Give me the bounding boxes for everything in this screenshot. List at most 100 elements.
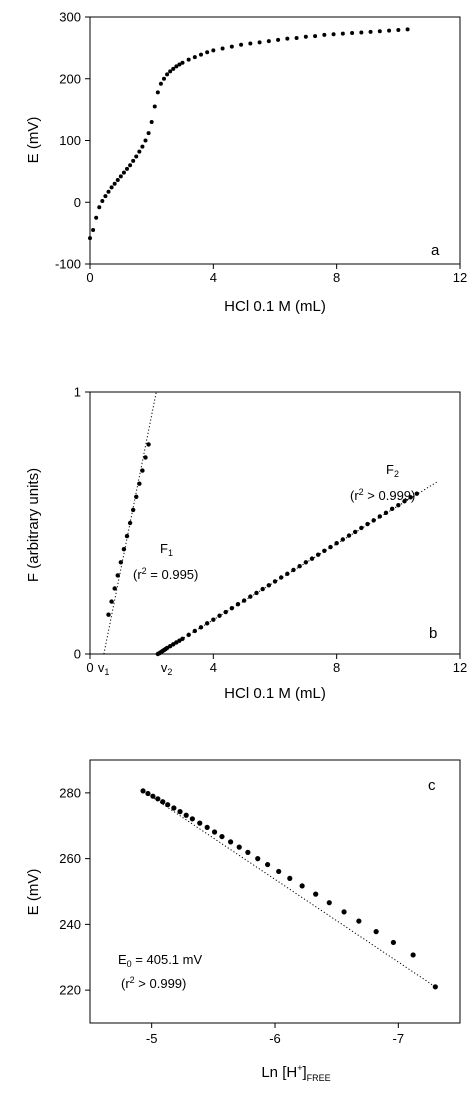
data-point-b-s1-23 <box>254 590 259 596</box>
data-point-c-s0-13 <box>219 833 225 840</box>
data-point-c-s0-0 <box>140 788 146 794</box>
data-point-a-s0-21 <box>152 104 157 109</box>
y-tick-label-a-1: 0 <box>74 195 81 210</box>
points-b <box>106 442 420 657</box>
y-axis-title-c: E (mV) <box>25 869 42 916</box>
data-point-b-s1-35 <box>328 544 333 550</box>
x-axis-title-c-post: ] <box>302 1064 306 1081</box>
annotation-e0-post: = 405.1 mV <box>132 952 203 967</box>
data-point-a-s0-3 <box>97 205 102 210</box>
data-point-c-s0-19 <box>276 868 282 875</box>
annotation-c-r2-post: > 0.999) <box>135 976 187 991</box>
data-point-c-s0-12 <box>211 829 218 835</box>
data-point-a-s0-1 <box>91 228 96 233</box>
data-point-c-s0-17 <box>255 856 261 862</box>
data-point-b-s1-49 <box>414 491 420 496</box>
data-point-a-s0-18 <box>143 138 148 143</box>
data-point-a-s0-14 <box>131 158 136 163</box>
data-point-a-s0-51 <box>359 30 364 35</box>
data-point-c-s0-23 <box>326 900 332 906</box>
y-tick-label-c-1: 240 <box>59 917 81 932</box>
data-point-c-s0-14 <box>228 839 234 845</box>
annotation-f1-r2-post: = 0.995) <box>147 567 199 582</box>
data-point-b-s0-4 <box>118 560 124 565</box>
data-point-b-s0-13 <box>146 442 151 447</box>
data-point-a-s0-56 <box>405 27 410 32</box>
data-point-a-s0-24 <box>162 76 166 81</box>
data-point-a-s0-48 <box>331 32 336 37</box>
data-point-b-s1-20 <box>235 602 241 607</box>
data-point-b-s1-26 <box>272 579 278 584</box>
data-point-b-s1-32 <box>309 556 315 561</box>
data-point-a-s0-46 <box>313 34 318 39</box>
data-point-b-s1-30 <box>297 564 302 569</box>
x-axis-title-c-pre: Ln [H <box>261 1064 297 1081</box>
y-tick-label-c-2: 260 <box>59 851 81 866</box>
data-point-b-s1-37 <box>340 537 346 542</box>
annotation-f2-name-sub: 2 <box>394 469 399 479</box>
data-point-b-s0-5 <box>121 547 127 552</box>
data-point-b-s1-48 <box>408 495 413 500</box>
x-axis-title-c-sup: + <box>297 1063 302 1073</box>
annotation-c-r2-sup: 2 <box>130 975 135 985</box>
annotation-f2-name-main: F <box>386 462 394 477</box>
marker-v2-sub: 2 <box>167 667 172 677</box>
data-point-a-s0-33 <box>199 52 203 57</box>
data-point-b-s1-11 <box>180 636 185 642</box>
y-axis-title-b: F (arbitrary units) <box>25 468 42 582</box>
marker-v1-sub: 1 <box>104 667 109 677</box>
data-point-a-s0-47 <box>322 32 327 37</box>
data-point-c-s0-11 <box>204 824 210 830</box>
x-tick-label-a-0: 0 <box>86 270 93 285</box>
data-point-a-s0-40 <box>257 40 262 45</box>
data-point-a-s0-10 <box>118 174 123 179</box>
data-point-a-s0-9 <box>115 178 120 183</box>
data-point-a-s0-54 <box>387 28 392 33</box>
data-point-a-s0-17 <box>140 144 145 149</box>
y-tick-label-a-4: 300 <box>59 10 81 25</box>
annotation-e0-sub: 0 <box>127 959 132 969</box>
data-point-c-s0-24 <box>341 909 347 915</box>
data-point-a-s0-45 <box>303 34 308 39</box>
fit-lines-c <box>142 790 436 988</box>
data-point-a-s0-7 <box>109 185 114 190</box>
data-point-b-s1-43 <box>377 514 383 519</box>
marker-v1-main: v <box>98 660 105 675</box>
data-point-a-s0-0 <box>88 236 92 241</box>
x-tick-label-c-0: -5 <box>146 1031 158 1046</box>
data-point-a-s0-11 <box>121 170 126 175</box>
data-point-b-s1-12 <box>186 632 191 638</box>
x-tick-label-b-2: 8 <box>333 660 340 675</box>
data-point-a-s0-43 <box>285 36 290 41</box>
fit-lines-b <box>103 391 439 655</box>
data-point-c-s0-18 <box>265 861 271 868</box>
panel-label-c: c <box>428 777 436 794</box>
data-point-a-s0-30 <box>180 60 185 65</box>
panel-a: 0 4 8 12 -100 0 100 200 300 a HCl 0.1 M (mL) E (… <box>25 10 467 316</box>
annotation-e0-main: E <box>118 952 127 967</box>
data-point-a-s0-34 <box>205 50 210 55</box>
data-point-b-s1-44 <box>383 510 389 515</box>
annotation-f1-name-sub: 1 <box>168 548 173 558</box>
annotation-f2-r2-post: > 0.999) <box>364 488 416 503</box>
data-point-c-s0-8 <box>183 812 189 818</box>
annotation-f1-name: F1 <box>160 541 173 558</box>
annotation-f1-r2-pre: (r <box>133 567 142 582</box>
y-tick-label-a-0: -100 <box>55 257 81 272</box>
marker-v2: v2 <box>161 660 173 677</box>
data-point-c-s0-4 <box>160 799 166 805</box>
data-point-b-s1-17 <box>217 613 222 618</box>
data-point-a-s0-35 <box>211 48 216 53</box>
data-point-a-s0-23 <box>158 81 163 86</box>
x-tick-label-b-1: 4 <box>210 660 217 675</box>
data-point-c-s0-21 <box>299 883 305 889</box>
data-point-a-s0-49 <box>340 31 345 36</box>
data-point-b-s1-22 <box>248 594 253 599</box>
data-point-a-s0-28 <box>174 64 179 69</box>
data-point-b-s1-21 <box>241 598 247 603</box>
marker-v1: v1 <box>98 660 110 677</box>
data-point-c-s0-10 <box>197 820 203 826</box>
data-point-b-s1-18 <box>223 609 228 615</box>
